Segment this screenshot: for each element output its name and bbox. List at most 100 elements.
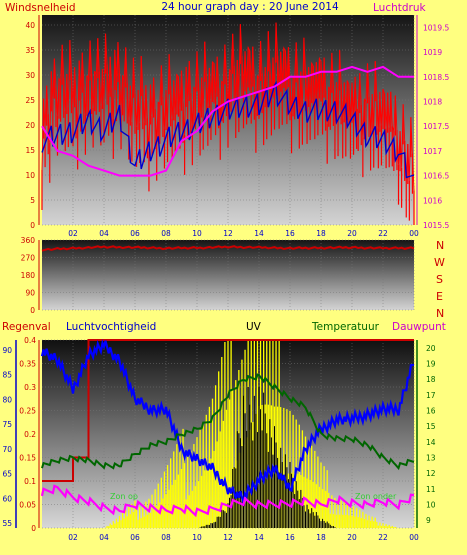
- temperature-tick: 9: [426, 516, 431, 525]
- temperature-tick: 20: [426, 344, 436, 353]
- direction-tick: 270: [21, 254, 36, 263]
- direction-grid: [42, 239, 415, 311]
- rain-tick: 0.4: [24, 336, 36, 345]
- rain-tick: 0.2: [24, 430, 36, 439]
- compass-n-bottom: N: [436, 307, 444, 320]
- temperature-axis: 9 10 11 12 13 14 15 16 17 18 19 20: [416, 340, 436, 528]
- rain-humidity-series: [40, 339, 415, 528]
- rain-tick: 0.1: [24, 477, 36, 486]
- wind-speed-tick: 20: [25, 121, 35, 130]
- chart-title: 24 hour graph day : 20 June 2014: [161, 1, 339, 13]
- humidity-axis: 55 60 65 70 75 80 85 90: [2, 340, 17, 528]
- pressure-label: Luchtdruk: [373, 2, 427, 14]
- rain-time-tick: 14: [254, 533, 264, 542]
- pressure-tick: 1016: [423, 196, 442, 205]
- pressure-tick: 1019: [423, 48, 442, 57]
- compass-s: S: [436, 273, 443, 286]
- rain-time-tick: 22: [378, 533, 388, 542]
- rain-time-tick: 04: [99, 533, 109, 542]
- wind-speed-label: Windsnelheid: [5, 2, 76, 14]
- humidity-tick: 60: [2, 494, 12, 503]
- pressure-tick: 1019.5: [423, 23, 449, 32]
- wind-speed-tick: 0: [30, 221, 35, 230]
- pressure-tick: 1017: [423, 147, 442, 156]
- rain-tick: 0: [31, 524, 36, 533]
- wind-time-tick: 06: [130, 229, 140, 238]
- wind-avg-line: [41, 80, 415, 179]
- rain-label: Regenval: [2, 321, 51, 333]
- temperature-tick: 17: [426, 391, 436, 400]
- compass-w: W: [434, 256, 445, 269]
- pressure-tick: 1016.5: [423, 172, 449, 181]
- wind-time-tick: 00: [409, 229, 419, 238]
- temperature-label: Temperatuur: [311, 321, 380, 333]
- temperature-tick: 16: [426, 407, 436, 416]
- rain-time-tick: 08: [161, 533, 171, 542]
- pressure-tick: 1018: [423, 97, 442, 106]
- rain-time-tick: 00: [409, 533, 419, 542]
- dewpoint-line: [40, 484, 415, 518]
- wind-speed-tick: 30: [25, 71, 35, 80]
- temperature-tick: 10: [426, 501, 436, 510]
- temperature-line: [41, 373, 415, 471]
- rain-time-tick: 20: [347, 533, 357, 542]
- wind-time-tick: 12: [223, 229, 233, 238]
- sunrise-label: Zon op: [110, 492, 138, 501]
- rain-time-tick: 06: [130, 533, 140, 542]
- wind-speed-tick: 5: [30, 196, 35, 205]
- humidity-label: Luchtvochtigheid: [66, 321, 156, 333]
- wind-time-tick: 22: [378, 229, 388, 238]
- wind-speed-tick: 15: [25, 146, 35, 155]
- direction-line: [41, 245, 415, 252]
- temperature-tick: 19: [426, 360, 436, 369]
- rain-line: [42, 339, 414, 482]
- wind-speed-tick: 10: [25, 171, 35, 180]
- wind-time-tick: 04: [99, 229, 109, 238]
- rain-time-tick: 12: [223, 533, 233, 542]
- wind-time-tick: 18: [316, 229, 326, 238]
- sunset-label: Zon onder: [355, 492, 397, 501]
- humidity-tick: 90: [2, 346, 12, 355]
- wind-time-tick: 14: [254, 229, 264, 238]
- direction-series: [41, 245, 415, 252]
- wind-time-tick: 20: [347, 229, 357, 238]
- compass-labels: N W S E N: [434, 239, 445, 320]
- direction-tick: 180: [21, 271, 36, 280]
- temperature-tick: 12: [426, 469, 436, 478]
- temperature-tick: 11: [426, 485, 436, 494]
- wind-speed-tick: 25: [25, 96, 35, 105]
- uv-label: UV: [246, 321, 262, 333]
- wind-speed-tick: 35: [25, 46, 35, 55]
- wind-time-tick: 02: [68, 229, 78, 238]
- humidity-line: [40, 339, 415, 504]
- wind-time-tick: 08: [161, 229, 171, 238]
- pressure-tick: 1018.5: [423, 73, 449, 82]
- wind-speed-axis: 0 5 10 15 20 25 30 35 40: [25, 15, 40, 230]
- rain-tick: 0.25: [19, 407, 36, 416]
- direction-tick: 360: [21, 236, 36, 245]
- rain-time-tick: 16: [285, 533, 295, 542]
- humidity-tick: 55: [2, 519, 12, 528]
- rain-tick: 0.15: [19, 454, 36, 463]
- wind-series: [41, 22, 415, 225]
- wind-time-tick: 16: [285, 229, 295, 238]
- rain-time-tick: 10: [192, 533, 202, 542]
- direction-tick: 0: [30, 306, 35, 315]
- humidity-tick: 70: [2, 445, 12, 454]
- wind-speed-tick: 40: [25, 21, 35, 30]
- rain-axis: 0 0.05 0.1 0.15 0.2 0.25 0.3 0.35 0.4: [19, 336, 40, 533]
- rain-tick: 0.35: [19, 360, 36, 369]
- temperature-tick: 18: [426, 375, 436, 384]
- dewpoint-label: Dauwpunt: [392, 321, 446, 333]
- compass-n-top: N: [436, 239, 444, 252]
- temperature-tick: 14: [426, 438, 436, 447]
- temperature-tick: 13: [426, 454, 436, 463]
- rain-time-tick: 02: [68, 533, 78, 542]
- rain-tick: 0.05: [19, 501, 36, 510]
- pressure-line: [41, 65, 414, 177]
- wind-time-axis: 02 04 06 08 10 12 14 16 18 20 22 00: [68, 229, 419, 238]
- temperature-tick: 15: [426, 422, 436, 431]
- rain-time-axis: 02 04 06 08 10 12 14 16 18 20 22 00: [68, 533, 419, 542]
- rain-tick: 0.3: [24, 383, 36, 392]
